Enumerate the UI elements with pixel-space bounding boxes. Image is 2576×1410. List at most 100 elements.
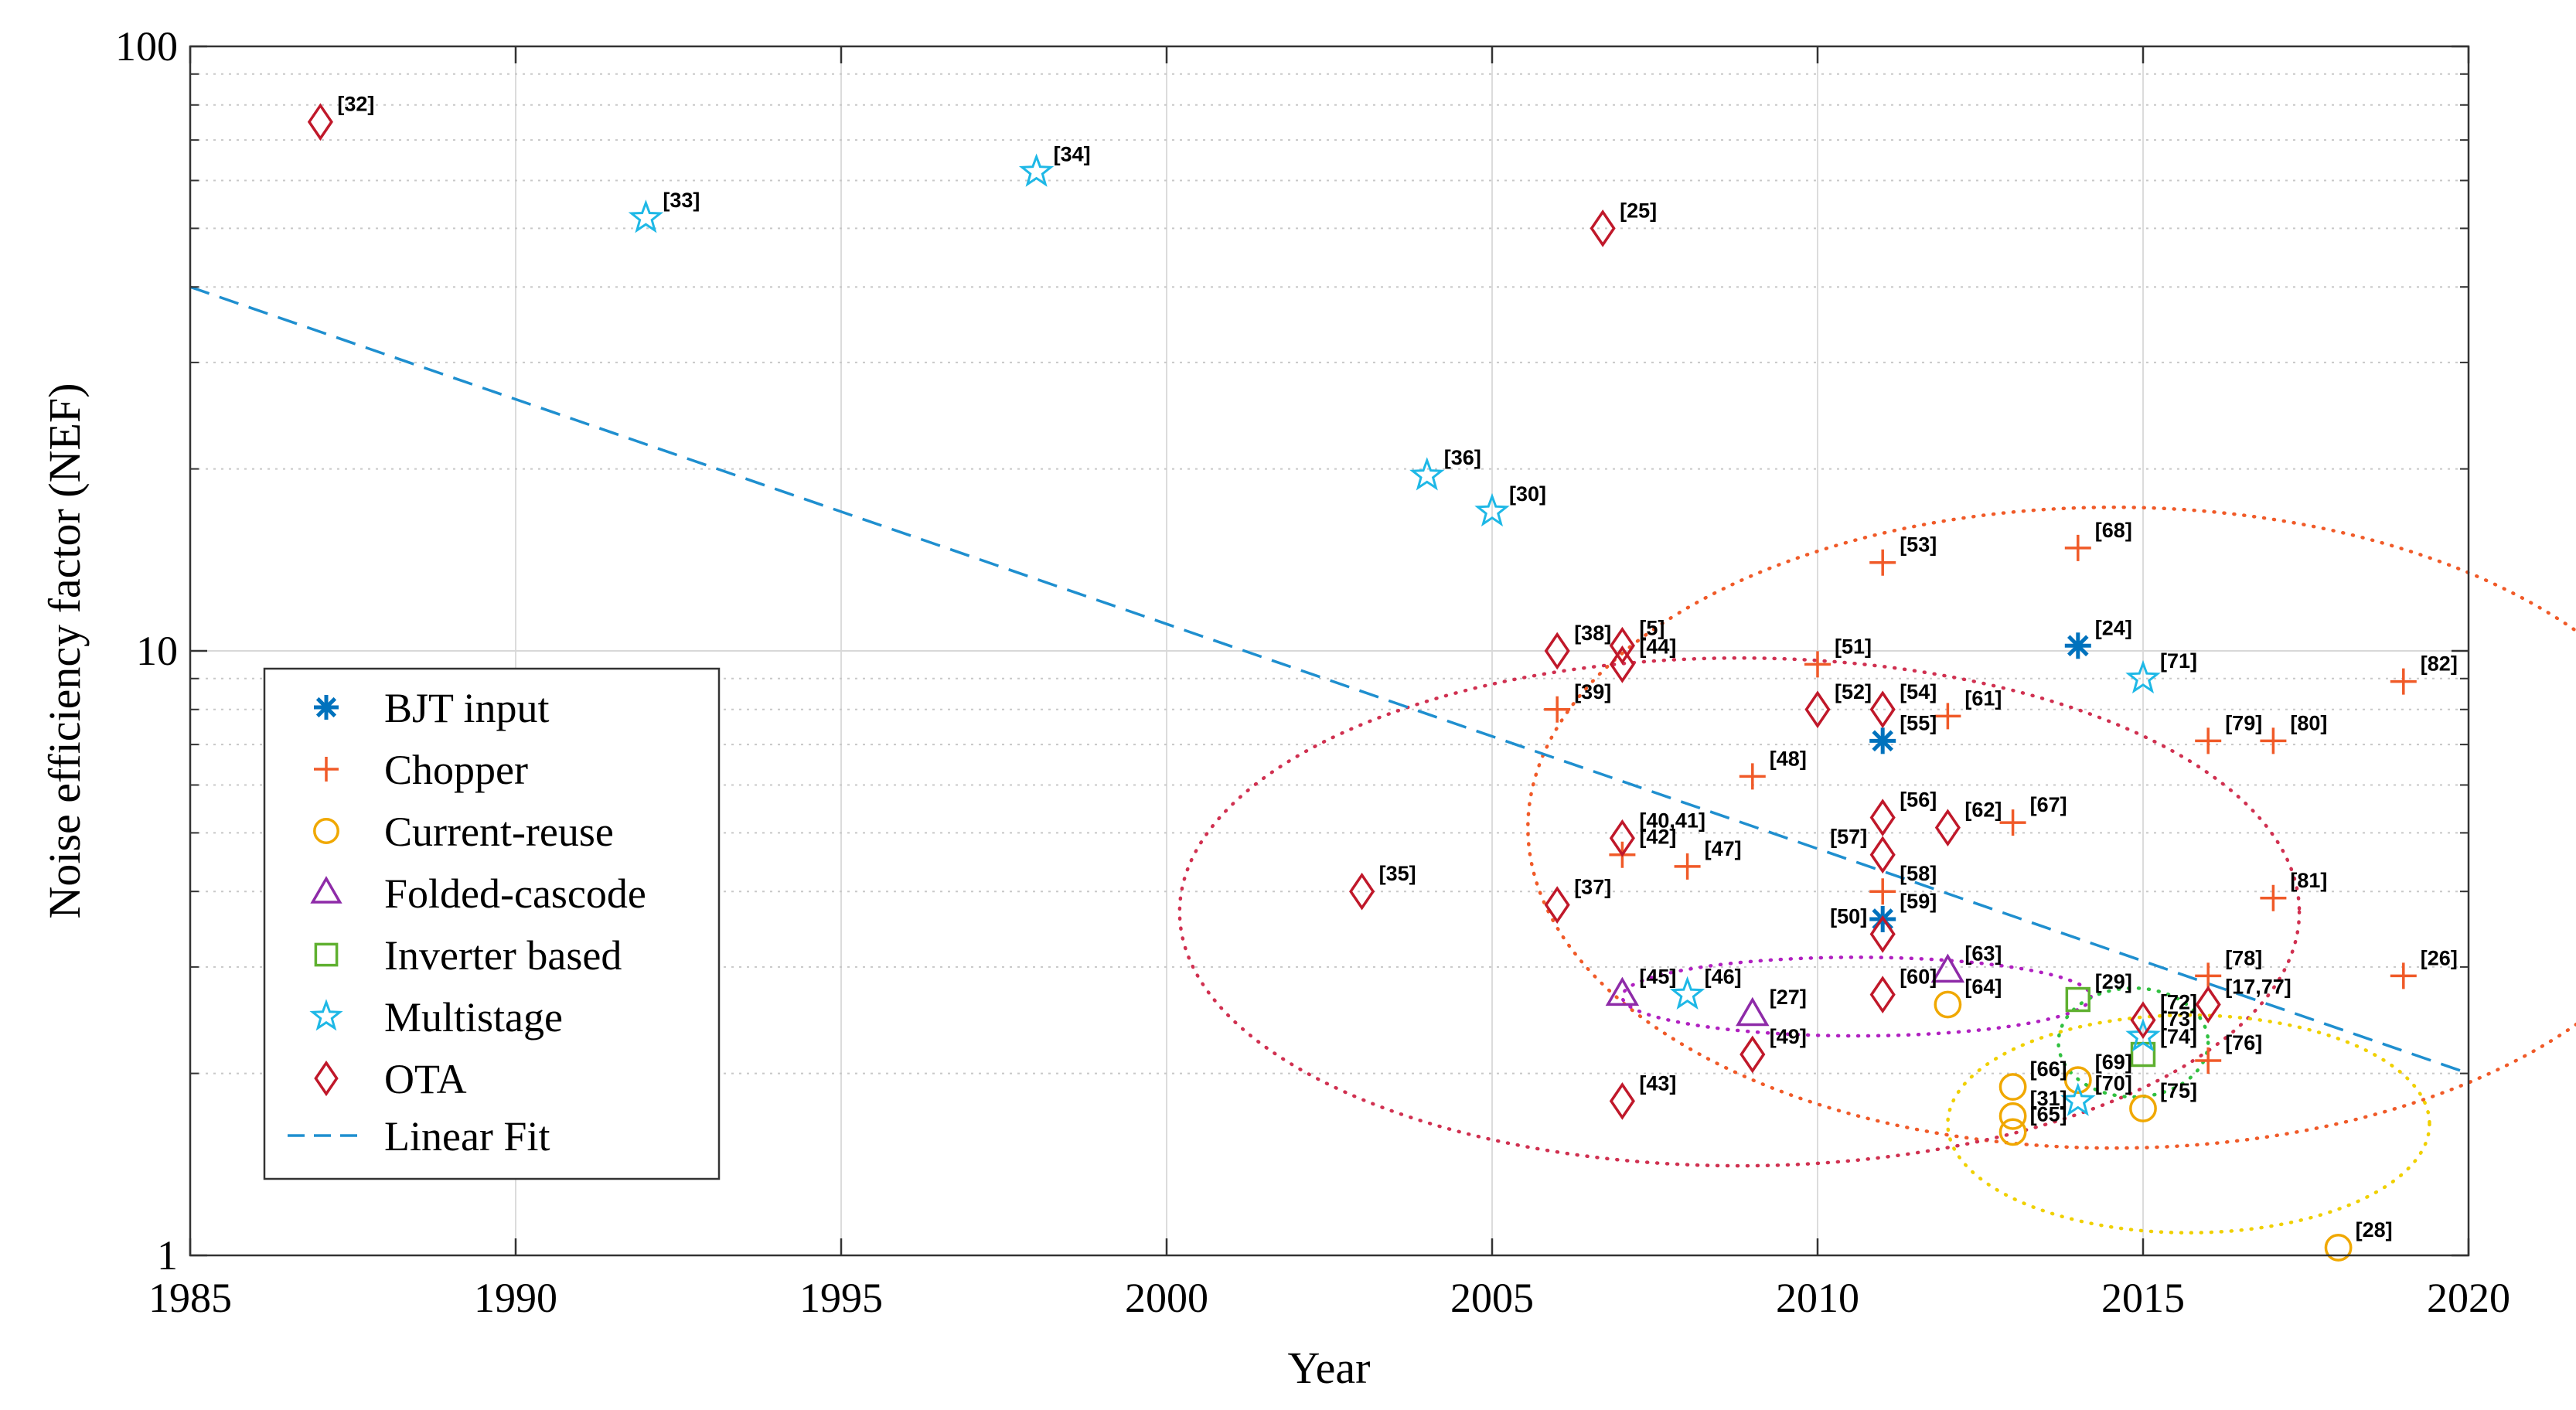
point-ref-label: [24] xyxy=(2095,616,2132,639)
data-point-plus xyxy=(2260,884,2287,911)
point-ref-label: [42] xyxy=(1639,826,1676,849)
legend-label: Chopper xyxy=(384,747,528,793)
data-point-plus xyxy=(2195,962,2222,989)
point-ref-label: [56] xyxy=(1900,788,1937,812)
point-ref-label: [70] xyxy=(2095,1071,2132,1095)
point-ref-label: [51] xyxy=(1835,635,1872,658)
legend-marker-diamond xyxy=(314,1060,339,1097)
point-ref-label: [31] xyxy=(2030,1087,2067,1110)
y-tick-label: 10 xyxy=(136,628,178,674)
data-point-star xyxy=(2060,1082,2096,1116)
point-ref-label: [34] xyxy=(1054,142,1091,165)
axis-layer: 1985 1990 1995 2000 2005 2010 2015 2020 1 10 100 xyxy=(115,23,2510,1321)
legend-label: OTA xyxy=(384,1056,467,1102)
point-ref-label: [61] xyxy=(1964,686,2002,710)
point-ref-label: [66] xyxy=(2030,1058,2067,1081)
legend-label: BJT input xyxy=(384,685,550,731)
x-tick-label: 2015 xyxy=(2101,1275,2185,1321)
x-tick-label: 1995 xyxy=(799,1275,883,1321)
point-ref-label: [69] xyxy=(2095,1051,2132,1074)
cluster-ellipse xyxy=(1177,656,2302,1168)
legend-marker-triangle xyxy=(310,876,342,904)
data-point-diamond xyxy=(1739,1035,1766,1074)
data-point-circle xyxy=(2324,1234,2353,1262)
data-point-plus xyxy=(2390,668,2417,695)
point-ref-label: [17,77] xyxy=(2225,975,2291,998)
data-point-asterisk xyxy=(2064,632,2091,659)
data-point-diamond xyxy=(2195,986,2221,1023)
point-ref-label: [30] xyxy=(1509,482,1546,506)
point-ref-label: [52] xyxy=(1835,680,1872,703)
y-tick-label: 100 xyxy=(115,23,178,70)
x-tick-label: 2010 xyxy=(1776,1275,1859,1321)
point-ref-label: [26] xyxy=(2421,946,2458,969)
point-ref-label: [36] xyxy=(1444,446,1481,469)
data-point-star xyxy=(2125,1018,2161,1052)
data-point-square xyxy=(2065,986,2091,1013)
data-point-diamond xyxy=(2130,1001,2156,1040)
data-point-plus xyxy=(1804,651,1831,678)
data-point-plus xyxy=(1544,696,1571,723)
point-ref-label: [33] xyxy=(663,189,700,212)
asterisk-stroke xyxy=(315,696,337,718)
data-point-star xyxy=(2125,659,2161,694)
data-point-star xyxy=(1669,976,1705,1010)
data-point-diamond xyxy=(1349,872,1375,911)
point-ref-label: [27] xyxy=(1770,986,1807,1009)
data-point-circle xyxy=(1934,990,1962,1019)
ellipse-layer xyxy=(1177,506,2576,1235)
point-ref-label: [46] xyxy=(1705,966,1742,989)
data-point-star xyxy=(1474,492,1510,527)
marker-layer xyxy=(307,103,2417,1262)
point-ref-label: [38] xyxy=(1574,622,1611,645)
point-ref-label: [25] xyxy=(1620,199,1657,222)
data-point-plus xyxy=(1869,878,1896,905)
point-ref-label: [76] xyxy=(2225,1031,2262,1054)
data-point-diamond xyxy=(1869,976,1896,1014)
point-ref-label: [29] xyxy=(2095,970,2132,993)
data-point-diamond xyxy=(1609,1082,1635,1120)
point-ref-label: [71] xyxy=(2160,649,2197,673)
point-ref-label: [68] xyxy=(2095,519,2132,542)
point-ref-label: [47] xyxy=(1705,837,1742,860)
point-ref-label: [45] xyxy=(1639,966,1676,989)
legend-label: Folded-cascode xyxy=(384,870,646,917)
x-tick-label: 2000 xyxy=(1125,1275,1208,1321)
point-ref-label: [55] xyxy=(1900,711,1937,734)
cluster-ellipse xyxy=(1526,506,2576,1150)
data-point-diamond xyxy=(1609,819,1635,857)
data-point-star xyxy=(628,199,664,233)
legend-marker-asterisk xyxy=(314,695,339,720)
data-point-triangle xyxy=(1930,953,1965,983)
asterisk-stroke xyxy=(1872,730,1893,752)
data-point-plus xyxy=(2390,962,2417,989)
data-point-circle xyxy=(1998,1102,2027,1130)
point-ref-label: [75] xyxy=(2160,1079,2197,1102)
legend-marker-star xyxy=(309,999,343,1031)
x-axis-label: Year xyxy=(1288,1343,1371,1393)
point-ref-label: [39] xyxy=(1574,680,1611,703)
y-axis-label: Noise efficiency factor (NEF) xyxy=(39,383,90,918)
point-ref-label: [32] xyxy=(337,93,374,116)
point-ref-label: [80] xyxy=(2290,711,2327,734)
legend-marker-circle xyxy=(313,818,339,844)
data-point-plus xyxy=(2195,1047,2222,1075)
point-ref-label: [28] xyxy=(2356,1218,2393,1241)
point-ref-label: [49] xyxy=(1770,1025,1807,1048)
point-ref-label: [43] xyxy=(1639,1071,1676,1095)
data-point-diamond xyxy=(1590,209,1616,247)
data-point-plus xyxy=(2195,727,2222,754)
legend-label: Inverter based xyxy=(384,932,622,979)
data-point-diamond xyxy=(1869,836,1896,874)
point-ref-label: [60] xyxy=(1900,966,1937,989)
point-ref-label: [53] xyxy=(1900,533,1937,557)
point-ref-label: [78] xyxy=(2225,946,2262,969)
data-point-plus xyxy=(2064,534,2091,561)
data-point-circle xyxy=(2129,1095,2157,1122)
legend-box xyxy=(263,667,721,1180)
point-ref-label: [57] xyxy=(1830,826,1867,849)
data-point-circle xyxy=(2063,1066,2092,1095)
data-point-circle xyxy=(1998,1073,2027,1101)
point-ref-label: [54] xyxy=(1900,680,1937,703)
